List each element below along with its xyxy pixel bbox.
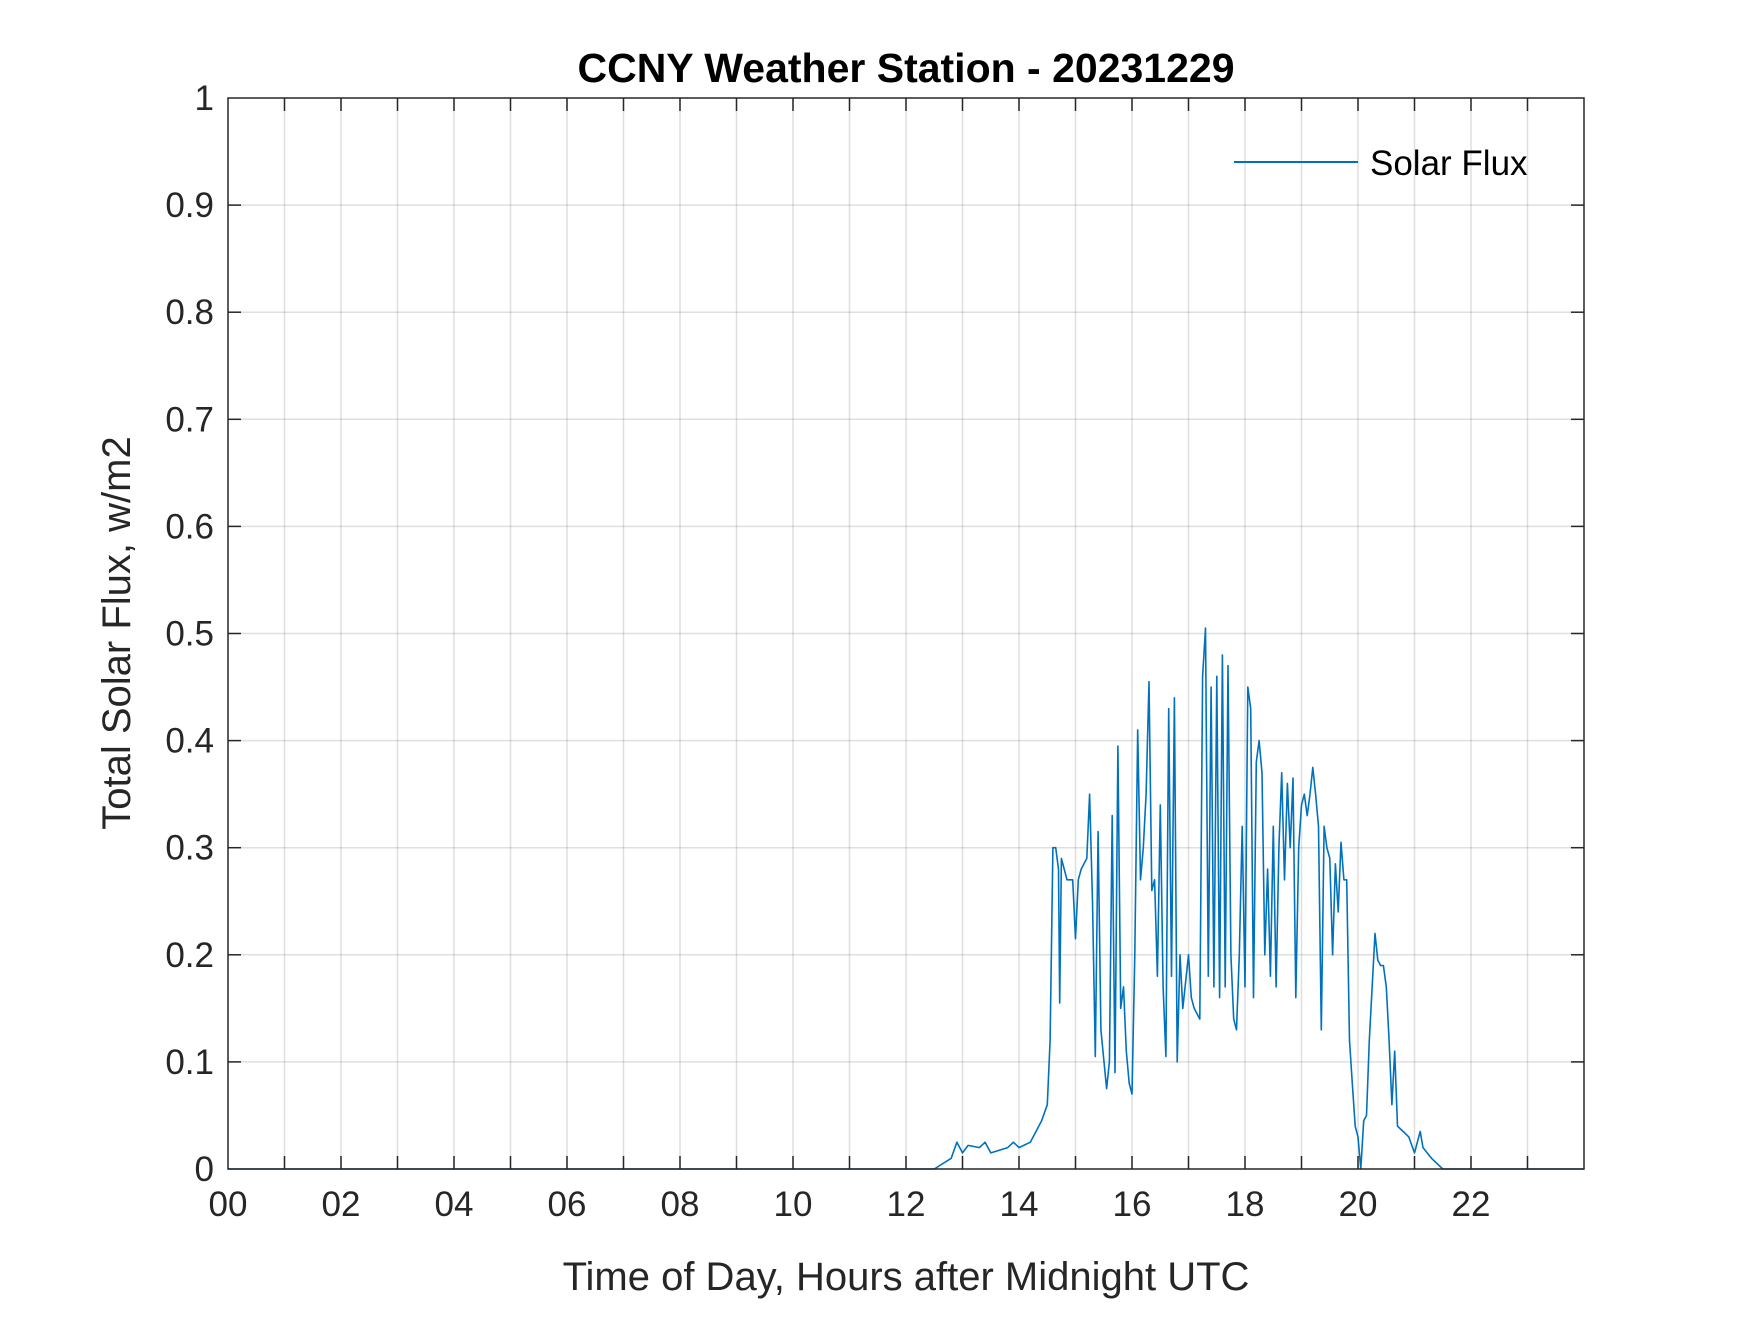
x-axis-label: Time of Day, Hours after Midnight UTC	[563, 1255, 1250, 1299]
y-tick-label: 0.5	[165, 615, 214, 654]
grid	[228, 98, 1584, 1169]
x-tick-label: 14	[1000, 1185, 1039, 1224]
legend: Solar Flux	[1234, 144, 1528, 183]
y-tick-label: 0.2	[165, 936, 214, 975]
x-tick-label: 10	[774, 1185, 813, 1224]
chart-title: CCNY Weather Station - 20231229	[577, 45, 1234, 91]
series-layer	[228, 627, 1584, 1170]
y-tick-label: 0	[195, 1150, 214, 1189]
x-tick-label: 00	[209, 1185, 248, 1224]
x-tick-label: 12	[887, 1185, 926, 1224]
axes-box	[227, 97, 1585, 1170]
y-tick-label: 0.3	[165, 829, 214, 868]
y-axis-label: Total Solar Flux, w/m2	[95, 436, 139, 829]
x-tick-label: 08	[661, 1185, 700, 1224]
x-tick-label: 18	[1226, 1185, 1265, 1224]
x-tick-label: 16	[1113, 1185, 1152, 1224]
x-tick-label: 22	[1452, 1185, 1491, 1224]
x-tick-label: 04	[435, 1185, 474, 1224]
y-tick-label: 0.8	[165, 293, 214, 332]
y-tick-label: 1	[195, 79, 214, 118]
legend-label-solar-flux: Solar Flux	[1370, 144, 1528, 183]
ticks: 00 02 04 06 08 10 12 14 16 18 20 22 0 0.1 0.2 0.3 0.4 0.5…	[165, 79, 1584, 1224]
x-tick-label: 02	[322, 1185, 361, 1224]
y-tick-label: 0.7	[165, 400, 214, 439]
y-tick-label: 0.9	[165, 186, 214, 225]
y-tick-label: 0.6	[165, 507, 214, 546]
series-line-solar-flux	[228, 627, 1584, 1170]
plot-area	[228, 98, 1584, 1169]
x-tick-label: 20	[1339, 1185, 1378, 1224]
y-tick-label: 0.4	[165, 722, 214, 761]
y-tick-label: 0.1	[165, 1043, 214, 1082]
x-tick-label: 06	[548, 1185, 587, 1224]
